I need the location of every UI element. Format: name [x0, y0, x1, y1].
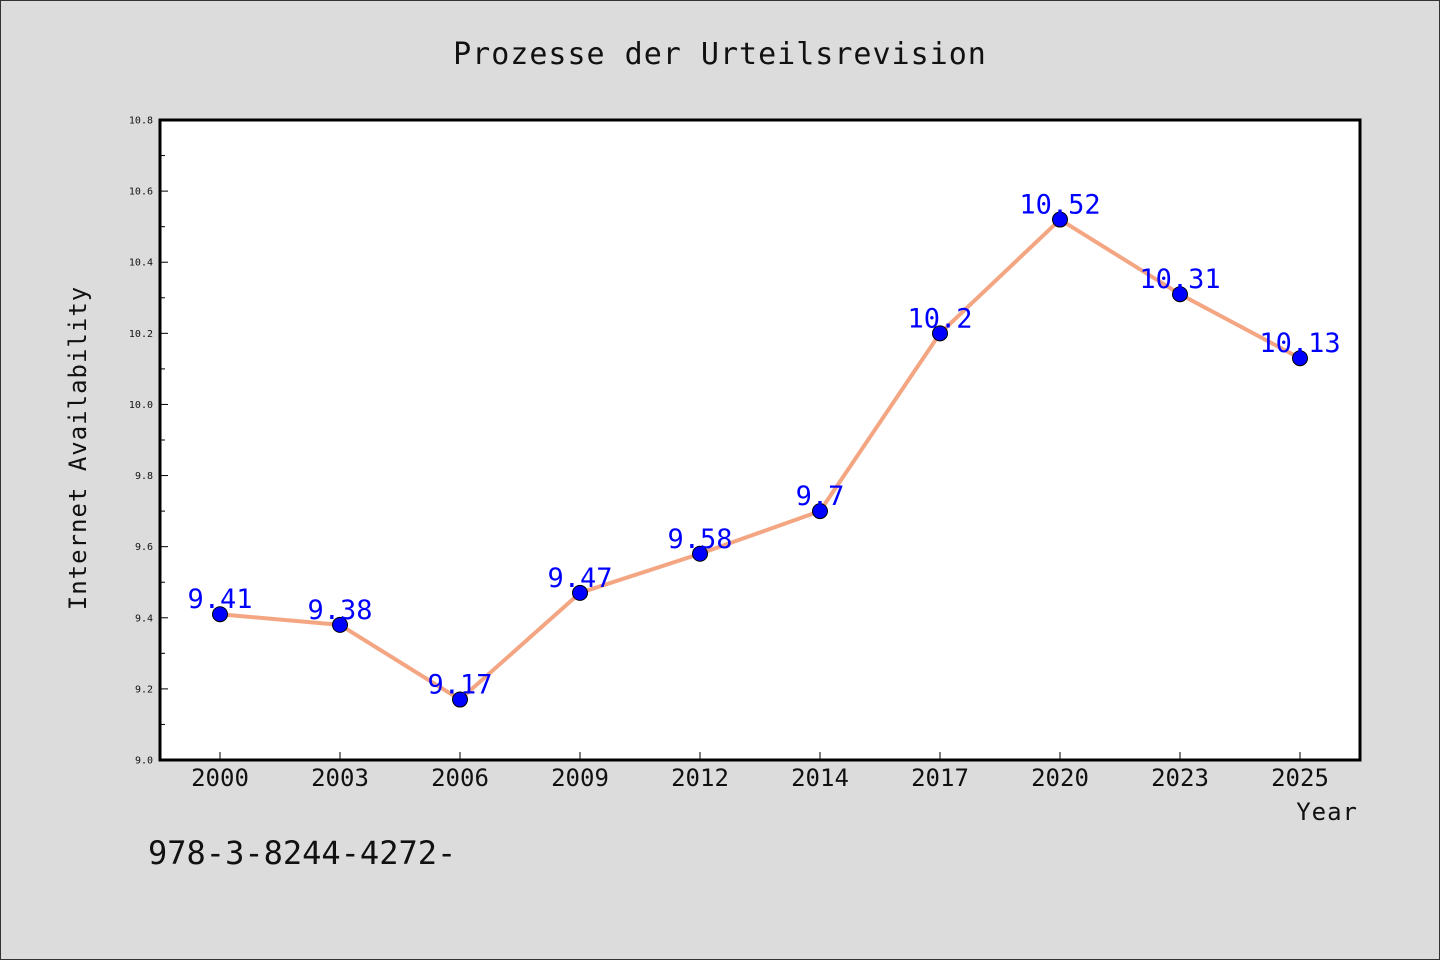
series-line	[219, 217, 1301, 702]
x-tick-label: 2025	[1271, 764, 1329, 792]
y-tick-label: 9.8	[135, 471, 153, 482]
data-label: 10.31	[1139, 264, 1220, 295]
data-point	[1172, 286, 1188, 303]
x-tick-label: 2017	[911, 764, 969, 792]
y-tick-label: 10.8	[129, 116, 153, 127]
plot-area	[158, 118, 1362, 762]
data-point	[812, 503, 828, 520]
data-point	[452, 691, 468, 708]
data-label: 9.47	[547, 563, 612, 594]
data-label: 9.58	[667, 524, 732, 555]
data-point	[1292, 350, 1308, 367]
x-tick-label: 2012	[671, 764, 729, 792]
data-label: 10.13	[1259, 328, 1340, 359]
y-tick-label: 9.2	[135, 684, 153, 695]
data-point	[572, 584, 588, 601]
x-axis: 2000 2003 2006 2009 2012 2014 2017 2020 2023 2025	[191, 752, 1329, 792]
series-group: 9.41 9.38 9.17 9.47 9.58 9.7 10.2 10.52 10.31 10.…	[187, 190, 1341, 708]
data-point	[1052, 211, 1068, 228]
y-axis-label: Internet Availability	[64, 286, 92, 610]
x-tick-label: 2014	[791, 764, 849, 792]
y-tick-label: 9.4	[135, 613, 153, 624]
x-tick-label: 2003	[311, 764, 369, 792]
data-label: 9.38	[307, 595, 372, 626]
data-point	[332, 616, 348, 633]
data-label: 10.2	[907, 303, 972, 334]
data-label: 9.17	[427, 670, 492, 701]
x-axis-label: Year	[1296, 798, 1358, 826]
data-point	[932, 325, 948, 342]
y-tick-label: 10.4	[129, 258, 153, 269]
x-tick-label: 2020	[1031, 764, 1089, 792]
data-point	[212, 606, 228, 623]
x-tick-label: 2006	[431, 764, 489, 792]
y-tick-label: 10.0	[129, 400, 153, 411]
x-tick-label: 2023	[1151, 764, 1209, 792]
x-tick-label: 2009	[551, 764, 609, 792]
y-tick-label: 10.2	[129, 329, 153, 340]
y-tick-label: 9.6	[135, 542, 153, 553]
footnote: 978-3-8244-4272-	[148, 834, 456, 872]
y-tick-label: 10.6	[129, 187, 153, 198]
data-label: 9.7	[796, 481, 845, 512]
y-tick-label: 9.0	[135, 756, 153, 767]
x-tick-label: 2000	[191, 764, 249, 792]
chart-title: Prozesse der Urteilsrevision	[453, 37, 987, 72]
data-label: 9.41	[187, 584, 252, 615]
data-label: 10.52	[1019, 190, 1100, 221]
data-point	[692, 545, 708, 562]
y-axis: 9.0 9.2 9.4 9.6 9.8 10.0 10.2 10.4 10.6 10.8	[129, 116, 168, 767]
